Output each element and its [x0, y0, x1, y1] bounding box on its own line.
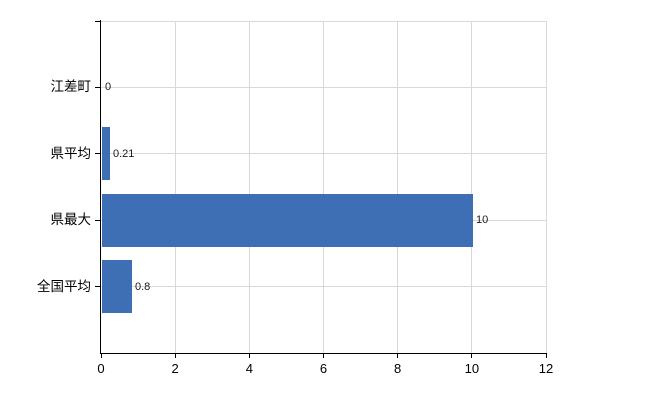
x-tick-mark — [397, 353, 399, 358]
x-tick-label: 0 — [97, 361, 105, 376]
x-tick-mark — [174, 353, 176, 358]
bar-value-label: 10 — [476, 214, 489, 227]
gridline-vertical — [397, 21, 399, 353]
y-category-label: 全国平均 — [37, 278, 91, 294]
bar-value-label: 0.8 — [135, 280, 151, 293]
y-tick-mark — [95, 219, 101, 221]
y-category-label: 江差町 — [50, 79, 92, 95]
x-tick-mark — [323, 353, 324, 358]
bar — [102, 193, 473, 247]
gridline-horizontal — [101, 86, 546, 88]
x-tick-label: 4 — [245, 361, 253, 376]
y-axis-line — [100, 20, 102, 353]
y-axis-top-tick — [95, 20, 101, 22]
x-tick-label: 6 — [319, 361, 328, 376]
y-category-label: 県最大 — [50, 212, 92, 228]
x-tick-mark — [248, 353, 250, 358]
y-tick-mark — [95, 153, 101, 155]
bar — [102, 127, 110, 181]
bar-value-label: 0 — [105, 81, 112, 94]
y-category-label: 県平均 — [50, 145, 92, 161]
x-tick-label: 12 — [538, 361, 554, 376]
x-axis-line — [100, 353, 546, 355]
gridline-horizontal — [101, 286, 546, 288]
x-tick-mark — [545, 353, 547, 358]
gridline-vertical — [174, 21, 176, 353]
bar — [102, 260, 132, 314]
x-tick-label: 8 — [394, 361, 402, 376]
gridline-horizontal — [101, 153, 546, 155]
x-tick-label: 10 — [464, 361, 480, 376]
x-tick-mark — [100, 353, 102, 358]
plot-right-border — [546, 21, 547, 353]
gridline-vertical — [471, 21, 473, 353]
y-tick-mark — [95, 286, 101, 288]
gridline-vertical — [248, 21, 250, 353]
x-tick-mark — [471, 353, 473, 358]
y-tick-mark — [95, 86, 101, 88]
x-tick-label: 2 — [171, 361, 179, 376]
bar-value-label: 0.21 — [113, 147, 135, 160]
gridline-vertical — [323, 21, 324, 353]
